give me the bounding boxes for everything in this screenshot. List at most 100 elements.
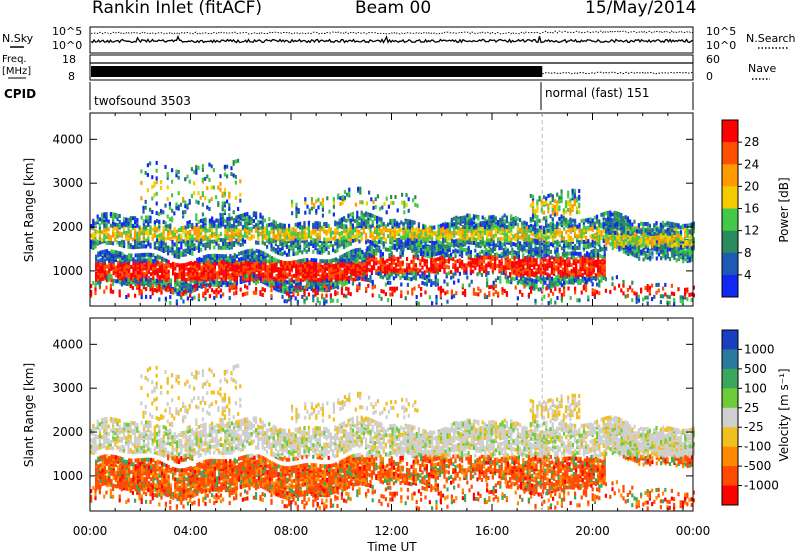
power-cell (620, 219, 623, 224)
power-cell (582, 224, 585, 229)
power-cell (130, 265, 133, 269)
power-cell (224, 238, 227, 243)
freq-label-bottom: [MHz] (2, 66, 31, 77)
power-cell (543, 246, 546, 251)
power-cell (526, 264, 529, 269)
power-cell (99, 268, 102, 272)
power-cell (587, 239, 590, 244)
power-cell (369, 232, 372, 237)
power-cell (476, 272, 479, 277)
power-cell (535, 275, 538, 280)
power-cell (255, 260, 258, 265)
power-cell (175, 246, 178, 251)
power-cell (439, 223, 442, 228)
power-cell (414, 270, 417, 275)
power-cell (503, 213, 506, 218)
power-cell (367, 219, 370, 224)
power-cell (136, 218, 139, 222)
power-cell (290, 246, 293, 251)
power-cell (167, 224, 170, 229)
power-cell (218, 271, 221, 276)
power-cell (538, 233, 541, 238)
power-cell (588, 271, 591, 276)
power-cell (279, 222, 282, 227)
power-cell (519, 227, 522, 232)
power-cell (465, 251, 468, 256)
power-cell (590, 271, 593, 276)
power-cell (323, 276, 326, 281)
power-cell (622, 215, 625, 220)
power-cell (219, 238, 222, 242)
power-cell (527, 246, 530, 251)
power-cell (490, 240, 493, 245)
power-cell (463, 247, 466, 252)
power-cell (521, 229, 524, 233)
power-cell (241, 213, 244, 218)
power-cell (384, 266, 387, 271)
power-cell (277, 245, 280, 249)
power-cell (550, 280, 553, 285)
power-cell (350, 249, 353, 254)
power-cell (328, 263, 331, 267)
power-cell (213, 245, 216, 250)
power-cell (140, 240, 143, 245)
power-cell (303, 230, 306, 235)
power-cell (114, 212, 117, 217)
power-cell (544, 267, 547, 272)
power-cell (506, 248, 509, 253)
power-cell (277, 259, 280, 264)
power-cell (326, 278, 329, 283)
power-cell (361, 249, 364, 254)
power-cell (255, 211, 258, 216)
power-cell (399, 270, 402, 275)
power-cell (622, 228, 625, 233)
power-cell (270, 230, 273, 234)
power-cell (380, 236, 383, 241)
power-cell (377, 248, 380, 253)
power-cell (272, 239, 275, 243)
power-cell (453, 216, 456, 221)
power-cell (299, 278, 302, 283)
power-cell (569, 230, 572, 235)
power-cell (478, 268, 481, 273)
power-cell (127, 244, 130, 249)
power-cell (368, 245, 371, 249)
power-cell (567, 237, 570, 242)
power-cell (681, 237, 684, 242)
power-cell (526, 255, 529, 260)
power-cell (597, 262, 600, 267)
power-cell (692, 225, 695, 230)
power-cell (415, 229, 418, 234)
power-cell (421, 271, 424, 276)
power-cell (150, 272, 153, 277)
power-cell (318, 235, 321, 240)
power-cell (381, 252, 384, 257)
power-cell (149, 215, 152, 220)
power-cell (142, 225, 145, 230)
power-cell (227, 256, 230, 261)
power-cell (158, 243, 161, 248)
power-cell (180, 233, 183, 238)
power-cell (259, 226, 262, 231)
power-cell (147, 242, 150, 247)
power-cell (244, 261, 247, 266)
power-cell (186, 224, 189, 229)
power-cell (229, 253, 232, 258)
power-cell (586, 270, 589, 275)
power-cell (673, 239, 676, 244)
power-cell (156, 238, 159, 243)
power-cell (485, 255, 488, 260)
power-cell (622, 220, 625, 225)
power-cell (293, 260, 296, 265)
power-cell (354, 269, 357, 274)
power-cell (450, 275, 453, 280)
power-cell (127, 229, 130, 234)
power-cell (463, 269, 466, 274)
power-cell (172, 267, 175, 272)
power-cell (402, 247, 405, 252)
power-cell (246, 254, 249, 259)
power-cell (149, 225, 152, 230)
power-cell (593, 221, 596, 226)
power-cell (307, 220, 310, 225)
power-cell (290, 274, 293, 279)
